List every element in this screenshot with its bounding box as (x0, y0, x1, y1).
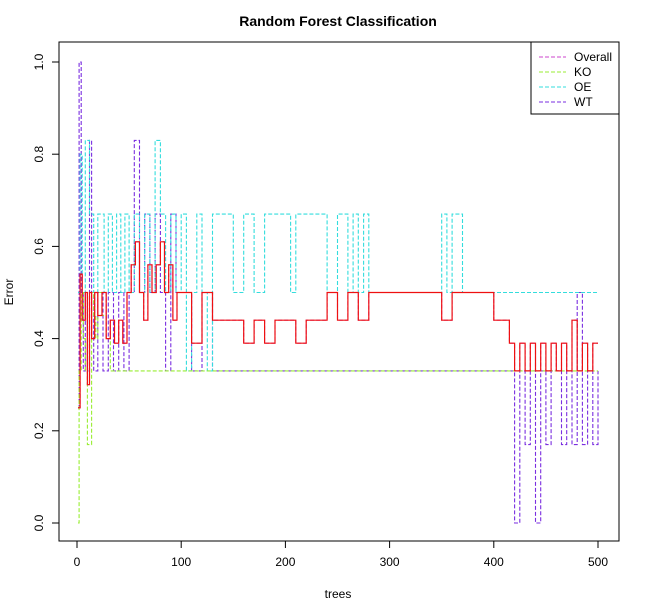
x-axis-label: trees (325, 587, 352, 600)
y-tick-label: 0.0 (32, 514, 46, 531)
series-line-oe (78, 139, 598, 372)
legend-label-overall: Overall (574, 50, 612, 64)
series-line-overall-solid (78, 241, 598, 409)
y-axis-label: Error (2, 279, 16, 306)
x-tick-label: 500 (588, 555, 608, 569)
y-tick-label: 0.8 (32, 146, 46, 163)
x-tick-label: 200 (275, 555, 295, 569)
y-tick-label: 0.6 (32, 238, 46, 255)
legend-label-wt: WT (574, 95, 593, 109)
series-layer (78, 61, 599, 524)
series-line-ko (78, 291, 598, 524)
x-tick-label: 400 (484, 555, 504, 569)
x-tick-label: 100 (171, 555, 191, 569)
x-tick-label: 300 (380, 555, 400, 569)
y-tick-label: 0.2 (32, 422, 46, 439)
x-tick-label: 0 (74, 555, 81, 569)
legend-label-oe: OE (574, 80, 591, 94)
y-tick-label: 1.0 (32, 53, 46, 70)
x-axis: 0 100 200 300 400 500 (74, 540, 608, 569)
chart-title: Random Forest Classification (239, 13, 437, 29)
legend-label-ko: KO (574, 65, 591, 79)
y-tick-label: 0.4 (32, 330, 46, 347)
y-axis: 0.0 0.2 0.4 0.6 0.8 1.0 (32, 53, 60, 531)
